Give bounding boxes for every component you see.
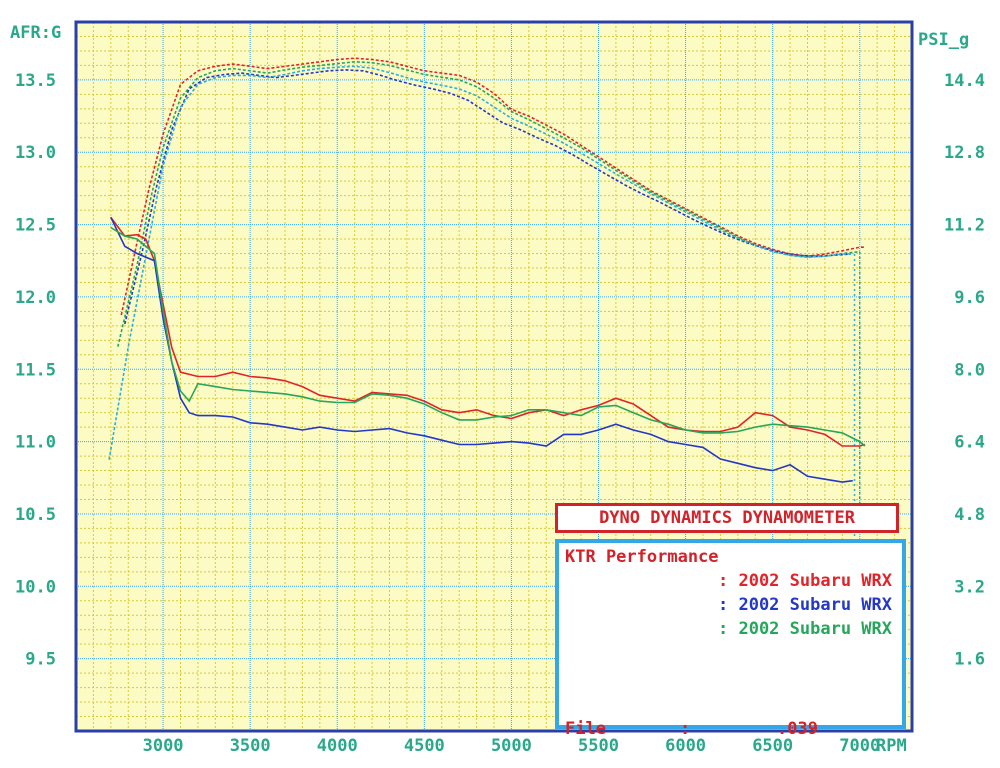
afr-line-blue [110,216,853,483]
y-right-tick-label: 3.2 [954,577,985,597]
x-tick-label: 7000 [839,736,880,756]
dyno-title-text: DYNO DYNAMICS DYNAMOMETER [599,508,855,528]
legend-entry-red: : 2002 Subaru WRX [718,571,892,591]
y-right-tick-label: 12.8 [944,143,985,163]
file-separator: : [680,719,691,739]
y-left-tick-label: 10.0 [15,577,56,597]
x-axis-title: RPM [876,736,907,756]
x-tick-label: 4000 [317,736,358,756]
y-right-tick-label: 4.8 [954,505,985,525]
y-right-tick-label: 6.4 [954,433,985,453]
y-right-tick-label: 14.4 [944,71,985,91]
x-tick-label: 3500 [230,736,271,756]
file-value: .039 [777,719,818,739]
afr-line-red [110,216,866,447]
plot-frame [74,20,914,733]
y-left-tick-label: 11.5 [15,360,56,380]
x-tick-label: 4500 [404,736,445,756]
legend-entry-blue: : 2002 Subaru WRX [718,595,892,615]
legend-box: KTR Performance : 2002 Subaru WRX : 2002… [555,539,906,739]
y-left-tick-label: 13.0 [15,143,56,163]
y-right-tick-label: 9.6 [954,288,985,308]
y-right-axis-title: PSI_g [918,30,969,50]
y-right-tick-label: 8.0 [954,360,985,380]
x-tick-label: 6000 [665,736,706,756]
legend-entry-green: : 2002 Subaru WRX [718,619,892,639]
dyno-title-box: DYNO DYNAMICS DYNAMOMETER [555,503,899,533]
x-tick-label: 5000 [491,736,532,756]
boost-line-green [117,60,860,347]
y-left-axis-title: AFR:G [10,23,61,43]
x-tick-labels: 3000 3500 4000 4500 5000 5500 6000 6500 7000 [143,736,881,756]
y-right-tick-label: 11.2 [944,216,985,236]
series-layer [108,57,866,578]
y-left-tick-label: 12.5 [15,216,56,236]
afr-line-green [110,226,866,447]
y-left-tick-label: 12.0 [15,288,56,308]
y-left-tick-label: 10.5 [15,505,56,525]
legend-company: KTR Performance [565,547,719,567]
x-tick-label: 6500 [752,736,793,756]
boost-line-cyan [108,65,851,460]
x-tick-label: 3000 [143,736,184,756]
boost-line-blue [124,69,852,325]
y-left-tick-label: 11.0 [15,433,56,453]
x-tick-label: 5500 [578,736,619,756]
boost-line-red [120,57,865,316]
y-left-tick-label: 13.5 [15,71,56,91]
y-left-tick-labels: 13.5 13.0 12.5 12.0 11.5 11.0 10.5 10.0 9.5 [15,71,56,670]
y-right-tick-label: 1.6 [954,650,985,670]
y-left-tick-label: 9.5 [25,650,56,670]
file-label: File [565,719,606,739]
y-right-tick-labels: 14.4 12.8 11.2 9.6 8.0 6.4 4.8 3.2 1.6 [944,71,985,670]
